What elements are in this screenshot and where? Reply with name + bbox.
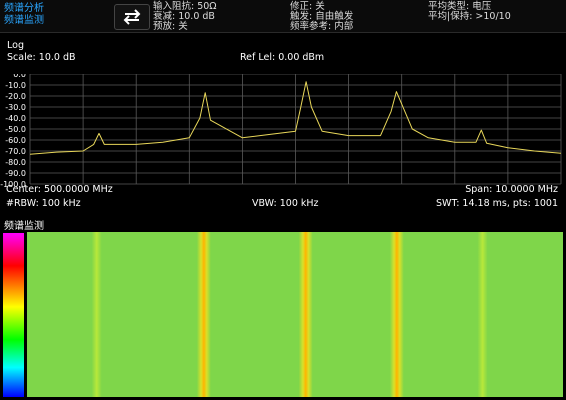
y-unit-label: dBm [6, 74, 25, 75]
waterfall-color-scale [3, 233, 24, 397]
average-type: 平均类型: 电压 [428, 1, 492, 12]
spectrum-panel: Log Scale: 10.0 dB Ref Lel: 0.00 dBm 0.0… [0, 37, 566, 212]
trigger: 触发: 自由触发 [290, 11, 354, 22]
x-grid [29, 74, 562, 184]
preamp: 预放: 关 [153, 21, 188, 32]
mode-menu[interactable]: 频谱分析 频谱监测 [4, 3, 44, 27]
waterfall-background [27, 232, 563, 397]
y-tick-label: -70.0 [5, 147, 26, 156]
y-tick-label: -100.0 [0, 180, 26, 189]
rbw-label: #RBW: 100 kHz [6, 198, 81, 209]
waterfall-display[interactable] [27, 232, 563, 397]
sweep-time-points: SWT: 14.18 ms, pts: 1001 [436, 198, 558, 209]
span-frequency: Span: 10.0000 MHz [465, 184, 558, 195]
mode-title: 频谱分析 [4, 3, 44, 14]
waterfall-bands [91, 232, 488, 397]
y-tick-label: -80.0 [5, 158, 26, 167]
y-tick-label: -40.0 [5, 114, 26, 123]
ref-level-label: Ref Lel: 0.00 dBm [240, 52, 325, 63]
y-tick-labels: 0.0 -10.0 -20.0 -30.0 -40.0 -50.0 -60.0 -70.0 -8… [0, 74, 26, 189]
y-tick-label: -20.0 [5, 92, 26, 101]
y-tick-label: -30.0 [5, 103, 26, 112]
waterfall-title: 频谱监测 [4, 221, 44, 232]
waterfall-signal-band [91, 232, 102, 397]
trace-mode: Log [7, 40, 24, 51]
attenuation: 衰减: 10.0 dB [153, 11, 215, 22]
y-tick-label: 0.0 [13, 74, 26, 79]
scale-label: Scale: 10.0 dB [7, 52, 76, 63]
settings-column-2: 修正: 关 触发: 自由触发 频率参考: 内部 [290, 2, 353, 32]
waterfall-signal-band [298, 232, 313, 397]
top-bar: 频谱分析 频谱监测 输入阻抗: 50Ω 衰减: 10.0 dB 预放: 关 修正… [0, 0, 566, 33]
mode-subtitle: 频谱监测 [4, 15, 44, 26]
settings-column-3: 平均类型: 电压 平均|保持: >10/10 [428, 2, 511, 22]
vbw-label: VBW: 100 kHz [252, 198, 319, 209]
spectrum-trace [29, 81, 562, 155]
input-impedance: 输入阻抗: 50Ω [153, 1, 217, 12]
center-frequency: Center: 500.0000 MHz [6, 184, 113, 195]
waterfall-signal-band [389, 232, 404, 397]
y-tick-label: -90.0 [5, 169, 26, 178]
correction: 修正: 关 [290, 1, 325, 12]
waterfall-signal-band [196, 232, 211, 397]
spectrum-plot[interactable]: 0.0 -10.0 -20.0 -30.0 -40.0 -50.0 -60.0 -70.0 -8… [0, 74, 566, 199]
settings-column-1: 输入阻抗: 50Ω 衰减: 10.0 dB 预放: 关 [153, 2, 217, 32]
swap-button[interactable] [114, 4, 150, 30]
waterfall-signal-band [477, 232, 488, 397]
swap-icon [123, 9, 141, 25]
average-hold: 平均|保持: >10/10 [428, 11, 511, 22]
y-tick-label: -50.0 [5, 125, 26, 134]
y-tick-label: -10.0 [5, 81, 26, 90]
freq-reference: 频率参考: 内部 [290, 21, 354, 32]
y-tick-label: -60.0 [5, 136, 26, 145]
